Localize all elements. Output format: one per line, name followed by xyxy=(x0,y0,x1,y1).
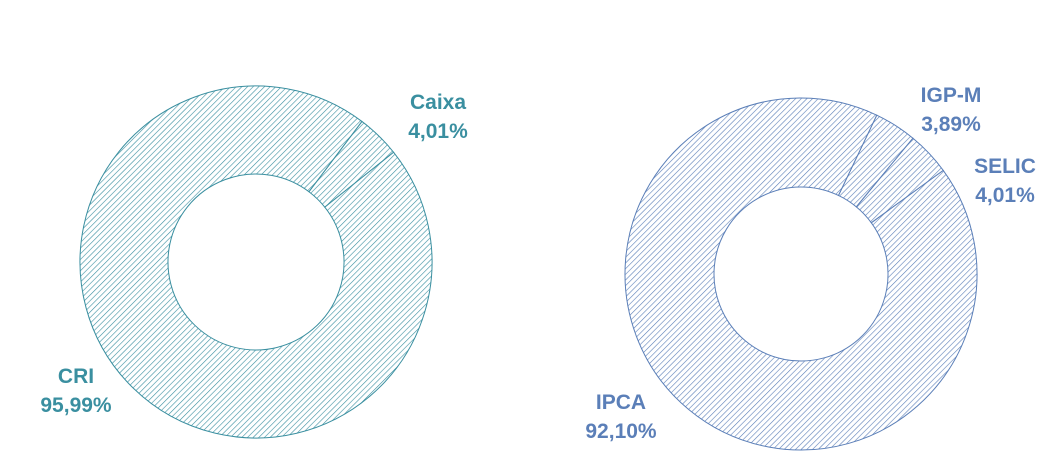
slice-value-ipca: 92,10% xyxy=(585,420,657,443)
slice-label-selic: SELIC xyxy=(974,155,1036,178)
slice-value-cri: 95,99% xyxy=(40,394,112,417)
slice-label-caixa: Caixa xyxy=(410,91,466,114)
slice-label-igpm: IGP-M xyxy=(921,84,982,107)
slice-left-cri xyxy=(79,85,433,439)
slice-right-ipca xyxy=(624,97,978,451)
slice-value-igpm: 3,89% xyxy=(921,113,981,136)
slice-value-caixa: 4,01% xyxy=(408,120,468,143)
slice-label-cri: CRI xyxy=(58,365,94,388)
slice-label-ipca: IPCA xyxy=(596,391,646,414)
donut-chart-left xyxy=(79,85,433,439)
donut-chart-right xyxy=(624,97,978,451)
slice-value-selic: 4,01% xyxy=(975,184,1035,207)
